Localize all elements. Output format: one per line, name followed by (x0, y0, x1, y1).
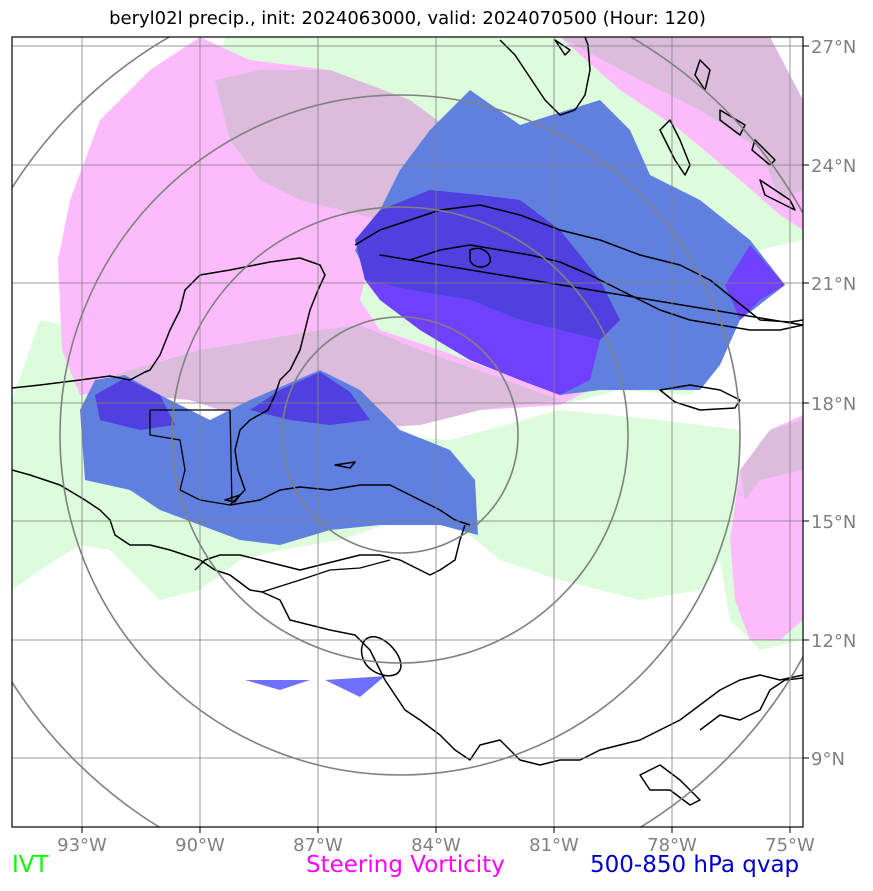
tick-marks (81, 45, 809, 833)
qvap-region-caribbean-west (80, 370, 478, 545)
lat-label: 24°N (811, 156, 856, 177)
map-frame (11, 36, 804, 828)
latitude-labels: 27°N 24°N 21°N 18°N 15°N 12°N 9°N (811, 37, 856, 770)
qvap-patch-south-2 (325, 676, 385, 697)
qvap-core-caribbean-mid (250, 372, 370, 425)
qvap-violet-cuba (365, 280, 600, 395)
lon-label: 90°W (175, 835, 225, 856)
overlap-region-east (740, 420, 803, 500)
lat-label: 9°N (811, 749, 845, 770)
legend-qvap: 500-850 hPa qvap (590, 852, 800, 878)
lon-label: 81°W (529, 835, 579, 856)
lon-label: 93°W (57, 835, 107, 856)
lat-label: 18°N (811, 394, 856, 415)
longitude-labels: 93°W 90°W 87°W 84°W 81°W 78°W 75°W (57, 835, 815, 856)
lat-label: 27°N (811, 37, 856, 58)
map-title: beryl02l precip., init: 2024063000, vali… (109, 8, 706, 29)
qvap-patch-south-1 (245, 680, 310, 690)
lon-label: 84°W (411, 835, 461, 856)
lat-label: 15°N (811, 512, 856, 533)
lon-label: 75°W (765, 835, 815, 856)
lon-label: 78°W (647, 835, 697, 856)
vorticity-region-west (58, 37, 590, 430)
lat-label: 21°N (811, 274, 856, 295)
lon-label: 87°W (293, 835, 343, 856)
legend-vorticity: Steering Vorticity (306, 852, 505, 878)
lat-label: 12°N (811, 631, 856, 652)
overlap-region-north (215, 70, 450, 220)
overlap-region-ne (560, 37, 803, 200)
legend-ivt: IVT (12, 852, 49, 878)
qvap-core-caribbean-west (95, 378, 175, 430)
